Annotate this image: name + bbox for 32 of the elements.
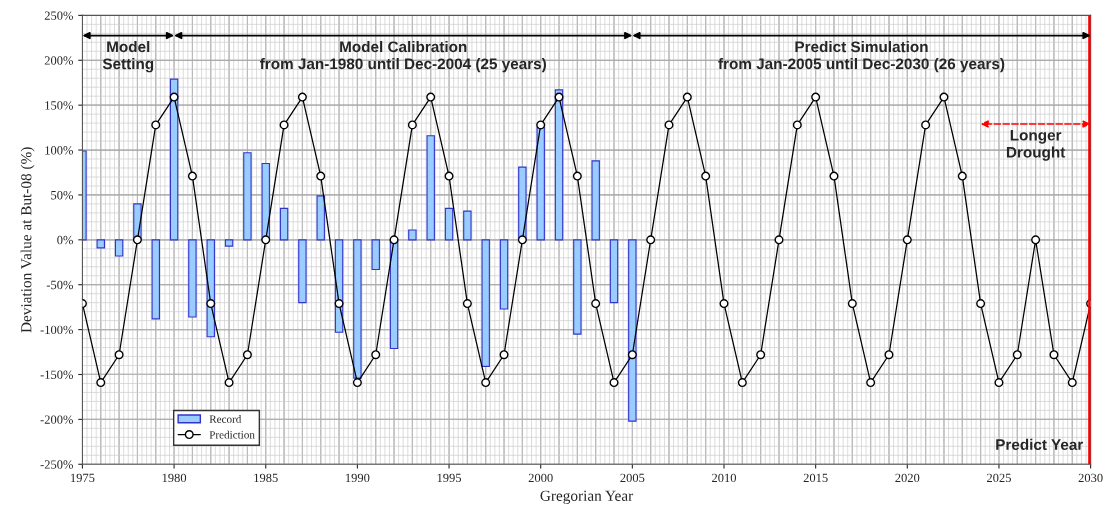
x-tick-label: 1985 xyxy=(254,473,278,483)
ref-line-label: Predict Year xyxy=(996,438,1084,451)
y-tick-label: 50% xyxy=(51,190,73,200)
annotation: Longer Drought xyxy=(1006,129,1066,161)
x-tick-label: 2030 xyxy=(1078,473,1103,483)
y-axis-title: Deviation Value at But-08 (%) xyxy=(20,147,35,333)
x-tick-label: 2000 xyxy=(528,473,553,483)
x-tick-label: 1980 xyxy=(162,473,187,483)
x-tick-label: 1990 xyxy=(345,473,370,483)
x-tick-label: 2025 xyxy=(987,473,1011,483)
y-tick-label: 0% xyxy=(57,235,73,245)
annotation: Model Setting xyxy=(102,40,154,73)
x-tick-label: 1975 xyxy=(71,473,95,483)
x-tick-label: 2010 xyxy=(712,473,737,483)
x-tick-label: 2005 xyxy=(620,473,645,483)
x-tick-label: 1995 xyxy=(437,473,462,483)
x-axis-title: Gregorian Year xyxy=(540,490,634,505)
x-tick-label: 2020 xyxy=(895,473,920,483)
y-tick-label: 150% xyxy=(45,101,73,110)
annotation: Model Calibration from Jan-1980 until Dec-2004 (25 years) xyxy=(259,40,546,73)
y-tick-label: 200% xyxy=(44,56,73,65)
annotation: Predict Simulation from Jan-2005 until Dec-2030 (26 years) xyxy=(718,40,1005,73)
y-tick-label: -200% xyxy=(40,415,73,424)
legend-label: Record xyxy=(209,415,242,423)
y-tick-label: -100% xyxy=(40,325,73,335)
x-tick-label: 2015 xyxy=(803,473,828,483)
y-tick-label: 250% xyxy=(44,11,73,20)
y-tick-label: -250% xyxy=(40,460,73,469)
y-tick-label: -50% xyxy=(46,280,73,290)
y-tick-label: 100% xyxy=(45,146,73,155)
legend-label: Prediction xyxy=(209,430,255,439)
y-tick-label: -150% xyxy=(40,370,73,379)
